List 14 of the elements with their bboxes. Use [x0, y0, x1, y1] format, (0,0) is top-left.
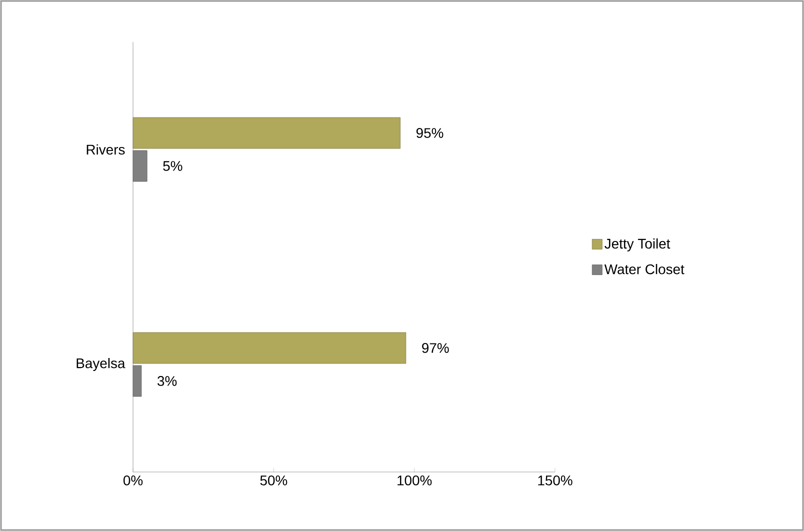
data-label: 5%: [163, 161, 182, 171]
x-tick-label: 100%: [398, 476, 432, 486]
data-label: 97%: [422, 343, 449, 353]
bar: [132, 332, 406, 364]
x-tick-label: 0%: [123, 476, 143, 486]
bar: [132, 117, 400, 149]
legend-label: Water Closet: [604, 264, 684, 274]
data-label: 95%: [416, 128, 444, 138]
x-tick-label: 50%: [260, 476, 288, 486]
data-label: 3%: [158, 376, 177, 386]
x-tick-label: 150%: [538, 476, 572, 486]
y-tick-label: Bayelsa: [76, 358, 126, 371]
legend-label: Jetty Toilet: [604, 238, 670, 252]
y-tick-label: Rivers: [86, 144, 125, 155]
